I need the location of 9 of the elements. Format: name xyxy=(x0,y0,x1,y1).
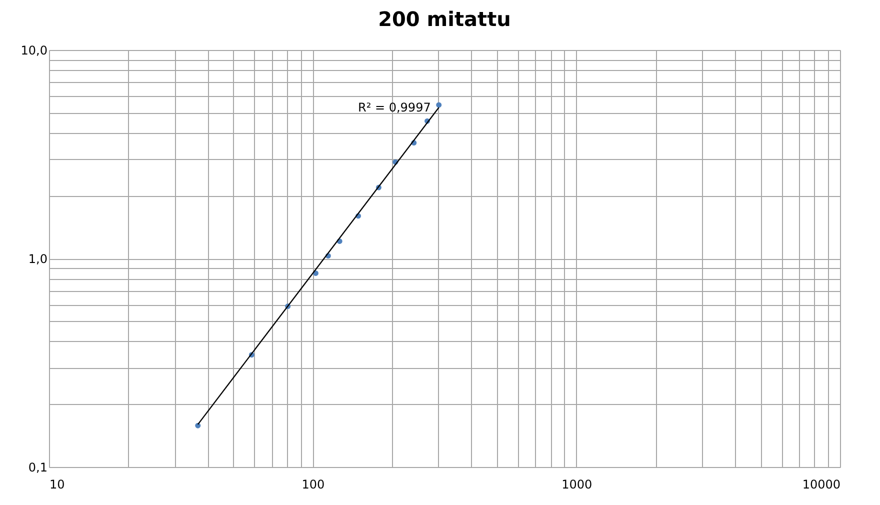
y-tick-label: 10,0 xyxy=(20,44,48,58)
annotation: R² = 0,9997 xyxy=(358,100,431,114)
x-tick-label: 1000 xyxy=(562,478,592,492)
y-tick-label: 0,1 xyxy=(28,460,48,474)
y-tick-label: 1,0 xyxy=(28,252,48,266)
chart-title: 200 mitattu xyxy=(378,7,511,31)
x-tick-label: 100 xyxy=(302,478,325,492)
x-tick-label: 10 xyxy=(50,478,65,492)
x-tick-label: 10000 xyxy=(802,478,840,492)
